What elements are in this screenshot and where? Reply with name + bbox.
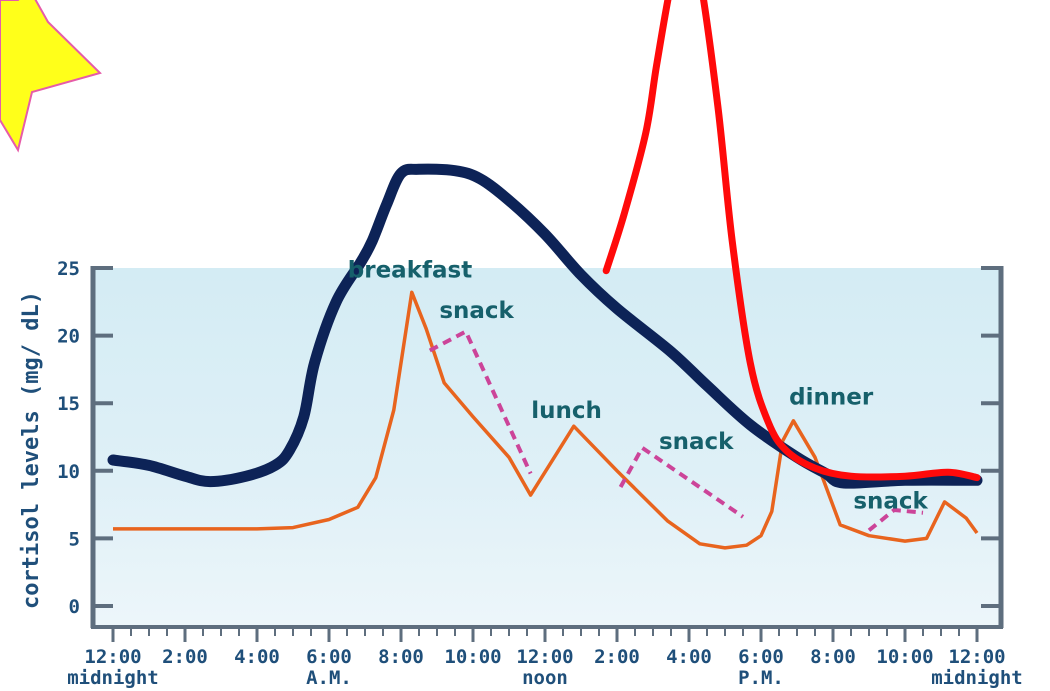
x-tick-sublabel: P.M. xyxy=(738,667,784,689)
x-tick-label: 4:00 xyxy=(234,646,280,668)
x-tick-label: 8:00 xyxy=(810,646,856,668)
plot-frame xyxy=(90,266,1004,642)
meal-label: lunch xyxy=(531,398,602,424)
x-tick-sublabel: A.M. xyxy=(306,667,352,689)
meal-label: snack xyxy=(439,298,514,324)
y-tick-label: 20 xyxy=(57,326,80,348)
y-axis-label: cortisol levels (mg/ dL) xyxy=(19,291,44,609)
y-tick-label: 10 xyxy=(57,461,80,483)
x-tick-label: 2:00 xyxy=(162,646,208,668)
x-tick-label: 2:00 xyxy=(594,646,640,668)
x-tick-label: 6:00 xyxy=(306,646,352,668)
y-axis-title: cortisol levels (mg/ dL) xyxy=(19,291,44,609)
y-tick-label: 25 xyxy=(57,258,80,280)
burst-decoration xyxy=(0,0,102,153)
plot-background xyxy=(94,268,1000,628)
meal-label: breakfast xyxy=(348,257,472,283)
x-tick-label: 4:00 xyxy=(666,646,712,668)
x-tick-label: 8:00 xyxy=(378,646,424,668)
y-tick-label: 15 xyxy=(57,393,80,415)
baseline-cortisol-line xyxy=(113,290,979,550)
x-tick-label: 12:00 xyxy=(84,646,141,668)
meal-label: dinner xyxy=(789,385,874,411)
x-tick-label: 6:00 xyxy=(738,646,784,668)
y-tick-labels: 0 5 10 15 20 25 xyxy=(57,258,80,618)
meal-label: snack xyxy=(853,489,928,515)
chronic-stress-line xyxy=(107,163,983,489)
x-tick-sublabel: midnight xyxy=(67,667,159,689)
meal-labels: breakfast snack lunch snack dinner snack xyxy=(348,257,929,514)
x-tick-sublabel: noon xyxy=(522,667,568,689)
x-tick-label: 10:00 xyxy=(876,646,933,668)
meal-response-line xyxy=(867,507,924,532)
series-layer xyxy=(107,0,983,550)
x-tick-sublabel: midnight xyxy=(931,667,1023,689)
y-tick-label: 5 xyxy=(69,528,80,550)
meal-response-line xyxy=(618,444,745,519)
meal-label: snack xyxy=(659,429,734,455)
stressful-event-line xyxy=(602,0,981,482)
x-tick-label: 10:00 xyxy=(444,646,501,668)
y-tick-label: 0 xyxy=(69,596,80,618)
x-tick-label: 12:00 xyxy=(948,646,1005,668)
x-tick-label: 12:00 xyxy=(516,646,573,668)
